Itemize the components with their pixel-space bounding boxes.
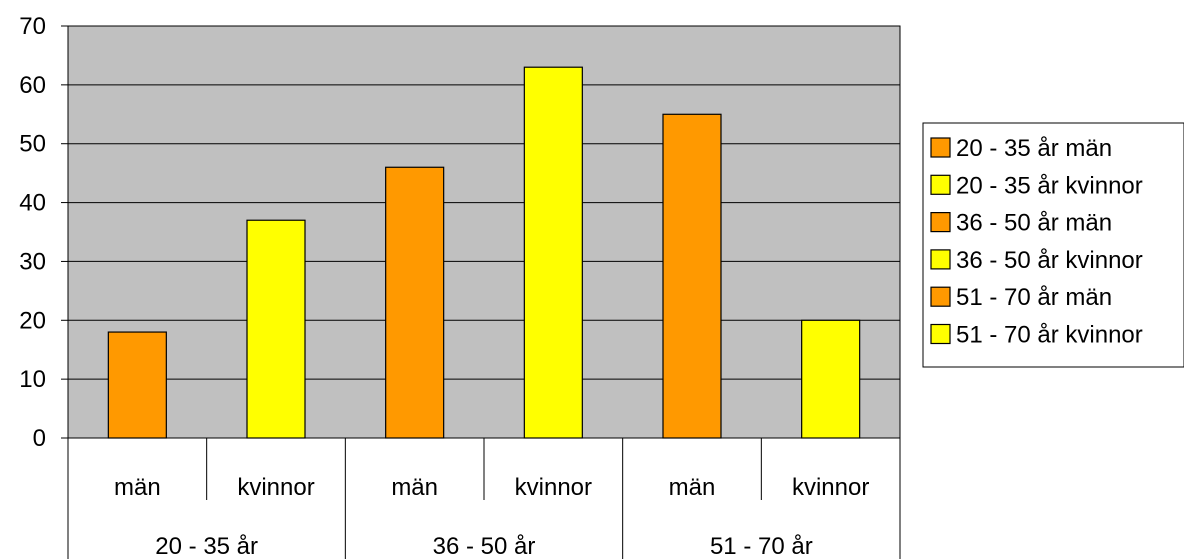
category-label: kvinnor: [237, 474, 314, 501]
group-label: 36 - 50 år: [433, 533, 536, 559]
bar-kvinnor-2: [523, 66, 583, 439]
legend-swatch: [930, 137, 951, 158]
group-label: 51 - 70 år: [710, 533, 813, 559]
legend-swatch: [930, 286, 951, 307]
bar-kvinnor-1: [246, 219, 306, 439]
bar-män-1: [107, 331, 167, 439]
y-tick-label: 70: [19, 13, 46, 40]
legend-label: 20 - 35 år män: [956, 135, 1112, 162]
category-label: kvinnor: [792, 474, 869, 501]
y-tick-label: 20: [19, 307, 46, 334]
y-tick-label: 50: [19, 131, 46, 158]
y-tick-label: 40: [19, 190, 46, 217]
bar-kvinnor-3: [801, 319, 861, 439]
gridlines: [68, 84, 900, 380]
legend-label: 51 - 70 år kvinnor: [956, 322, 1143, 349]
legend-label: 51 - 70 år män: [956, 284, 1112, 311]
plot-area: [67, 25, 901, 439]
bar-män-3: [662, 113, 722, 439]
x-axis: män kvinnor män kvinnor män kvinnor 20 - 35 år…: [67, 437, 901, 559]
y-tick-label: 0: [33, 425, 46, 452]
category-label: män: [114, 474, 161, 501]
y-tick-label: 60: [19, 72, 46, 99]
y-axis: 0 10 20 30 40 50 60 70: [19, 13, 69, 452]
legend-swatch: [930, 249, 951, 270]
bars: [107, 66, 861, 439]
category-label: kvinnor: [515, 474, 592, 501]
group-label: 20 - 35 år: [155, 533, 258, 559]
y-tick-label: 30: [19, 248, 46, 275]
category-label: män: [391, 474, 438, 501]
bar-män-2: [385, 166, 445, 439]
legend-label: 36 - 50 år kvinnor: [956, 247, 1143, 274]
legend-label: 36 - 50 år män: [956, 210, 1112, 237]
y-tick-label: 10: [19, 366, 46, 393]
legend-box: [922, 122, 1184, 368]
legend-swatch: [930, 212, 951, 233]
legend-swatch: [930, 323, 951, 345]
legend: 20 - 35 år män 20 - 35 år kvinnor 36 - 50 …: [922, 122, 1184, 368]
legend-label: 20 - 35 år kvinnor: [956, 172, 1143, 199]
category-label: män: [669, 474, 716, 501]
legend-swatch: [930, 174, 951, 195]
